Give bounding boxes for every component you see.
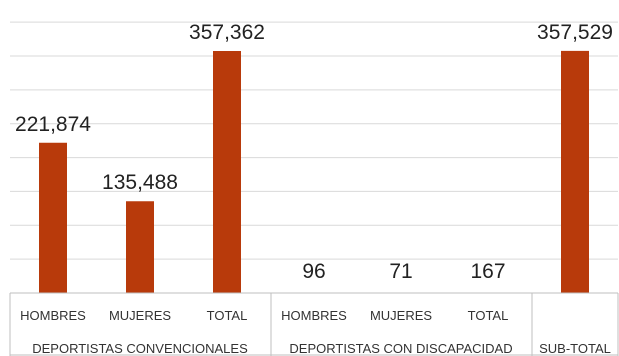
bar-1 <box>39 142 67 293</box>
category-axis: HOMBRES MUJERES TOTAL HOMBRES MUJERES TOTAL SU… <box>9 292 619 356</box>
data-label: 167 <box>470 260 505 283</box>
data-label: 221,874 <box>15 113 91 136</box>
tick-label: MUJERES <box>370 308 432 323</box>
bar-3 <box>213 51 241 293</box>
gridlines <box>10 21 618 260</box>
data-label: 357,529 <box>537 21 613 44</box>
data-label: 96 <box>302 260 325 283</box>
tick-label: HOMBRES <box>281 308 347 323</box>
value-labels: 221,874 135,488 357,362 96 71 167 357,529 <box>15 21 613 283</box>
group-label: DEPORTISTAS CON DISCAPACIDAD <box>289 341 512 356</box>
tick-label: TOTAL <box>468 308 509 323</box>
bar-7 <box>561 50 589 294</box>
tick-label: TOTAL <box>207 308 248 323</box>
data-label: 71 <box>389 260 412 283</box>
data-label: 135,488 <box>102 171 178 194</box>
data-label: 357,362 <box>189 21 265 44</box>
bar-2 <box>126 201 154 293</box>
tick-label: HOMBRES <box>20 308 86 323</box>
tick-label: MUJERES <box>109 308 171 323</box>
bars <box>39 50 589 294</box>
group-label: DEPORTISTAS CONVENCIONALES <box>32 341 248 356</box>
tick-label: SUB-TOTAL <box>539 341 611 356</box>
